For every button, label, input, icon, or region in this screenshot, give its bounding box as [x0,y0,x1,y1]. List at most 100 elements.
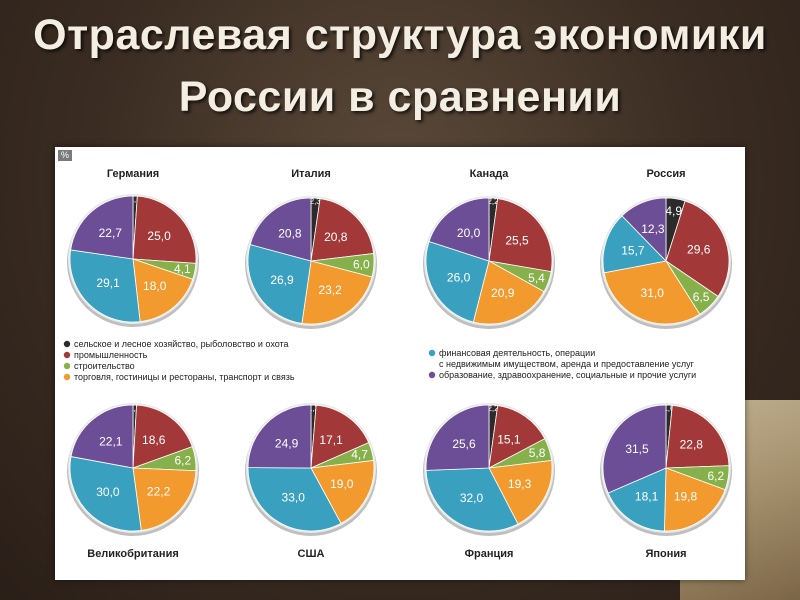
slice-data-label: 20,9 [491,286,515,300]
slice-data-label: 5,4 [528,271,545,285]
pie-title: Франция [465,548,514,560]
slice-data-label: 25,0 [147,229,171,243]
slice-data-label: 2,2 [487,197,499,206]
pie-slice [603,260,701,325]
legend-marker [63,351,71,359]
pie-slice [247,404,312,469]
pie-slice [602,404,667,494]
legend-item: торговля, гостиницы и рестораны, транспо… [74,372,295,382]
slice-data-label: 24,9 [275,436,299,450]
slice-data-label: 31,0 [641,286,665,300]
pie-slice [428,197,490,262]
slice-data-label: 26,0 [447,271,471,285]
pie-slice [310,460,375,524]
pie-slice [132,404,193,469]
pie-slice [665,404,730,469]
slice-data-label: 18,1 [635,490,659,504]
slice-data-label: 30,0 [96,485,120,499]
legend-marker [63,340,71,348]
pie-chart: 0,9 18,6 6,2 22,2 30,0 22,1 Великобритания [67,403,199,560]
legend-item: промышленность [74,350,148,360]
pie-slice [247,244,312,324]
legend: сельское и лесное хозяйство, рыболовство… [63,339,696,382]
pie-slice [69,456,142,532]
slice-data-label: 31,5 [625,442,649,456]
slice-data-label: 2,3 [310,197,322,206]
pie-slice [249,197,312,262]
slice-data-label: 6,0 [353,258,370,272]
slice-data-label: 1,3 [308,404,320,413]
slice-data-label: 22,8 [680,437,704,451]
slice-data-label: 23,2 [318,283,342,297]
pie-slice [247,467,342,532]
slice-data-label: 2,2 [487,404,499,413]
slice-data-label: 20,8 [324,230,348,244]
slice-data-label: 19,8 [674,490,698,504]
slice-data-label: 18,0 [143,279,167,293]
legend-item: финансовая деятельность, операции [439,348,595,358]
legend-item: образование, здравоохранение, социальные… [439,370,696,380]
pie-chart: 2,3 20,8 6,0 23,2 26,9 20,8 Италия [245,168,377,329]
slice-data-label: 20,8 [278,227,302,241]
pie-slice [70,195,134,260]
slice-data-label: 29,6 [687,243,711,257]
pie-chart: 2,2 25,5 5,4 20,9 26,0 20,0 Канада [423,168,555,329]
pie-slice [425,241,490,323]
pie-slice [132,258,194,323]
slice-data-label: 1,6 [663,404,675,413]
pie-chart: 1,1 25,0 4,1 18,0 29,1 22,7 Германия [67,168,199,327]
pie-title: США [298,548,325,560]
slice-data-label: 25,6 [452,437,476,451]
slice-data-label: 15,1 [497,433,521,447]
pie-slice [70,404,134,469]
legend-marker [63,362,71,370]
slice-data-label: 19,3 [508,477,532,491]
pie-title: Германия [107,168,159,180]
pie-slice [69,249,141,323]
pie-chart: 1,3 17,1 4,7 19,0 33,0 24,9 США [245,403,377,560]
slice-data-label: 6,5 [693,290,710,304]
slice-data-label: 4,1 [174,262,191,276]
legend-item-continuation: с недвижимым имуществом, аренда и предос… [439,359,695,369]
slice-data-label: 15,7 [621,244,645,258]
slice-data-label: 18,6 [142,433,166,447]
pie-title: Россия [646,168,685,180]
pie-slice [132,467,197,531]
slice-data-label: 26,9 [270,273,294,287]
slice-data-label: 19,0 [330,477,354,491]
pie-charts-figure: 1,1 25,0 4,1 18,0 29,1 22,7 Германия 2,3 20,8 6,0… [63,168,732,560]
slice-data-label: 1,1 [129,195,141,204]
slice-data-label: 6,2 [707,469,724,483]
slice-data-label: 20,0 [457,226,481,240]
pie-slice [488,460,553,525]
slice-data-label: 32,0 [460,491,484,505]
slice-data-label: 22,1 [99,434,123,448]
pie-slice [310,404,370,469]
chart-panel: % 1,1 25,0 4,1 18,0 29,1 22,7 Германия 2,3 20,8 6… [55,147,745,580]
pie-slice [602,215,667,274]
pie-title: Япония [645,548,686,560]
pie-chart: 2,2 15,1 5,8 19,3 32,0 25,6 Франция [423,403,555,560]
pie-chart: 1,6 22,8 6,2 19,8 18,1 31,5 Япония [600,403,732,560]
slice-data-label: 29,1 [96,276,120,290]
pie-title: Канада [470,168,510,180]
pie-chart: 4,9 29,6 6,5 31,0 15,7 12,3 Россия [600,168,732,329]
pie-slice [665,200,730,297]
slice-data-label: 17,1 [319,433,343,447]
legend-marker [428,349,436,357]
slice-data-label: 5,8 [529,446,546,460]
slice-data-label: 4,9 [665,204,682,218]
pie-slice [425,404,490,471]
legend-marker [428,371,436,379]
pie-slice [132,195,197,264]
pie-slice [310,198,374,262]
slice-data-label: 25,5 [505,234,529,248]
pie-title: Италия [291,168,331,180]
slice-data-label: 6,2 [174,453,191,467]
slice-data-label: 22,7 [99,226,123,240]
slice-data-label: 22,2 [147,484,171,498]
pie-slice [488,405,546,469]
legend-item: строительство [74,361,135,371]
pie-title: Великобритания [87,548,179,560]
slide-title: Отраслевая структура экономики России в … [33,11,767,121]
